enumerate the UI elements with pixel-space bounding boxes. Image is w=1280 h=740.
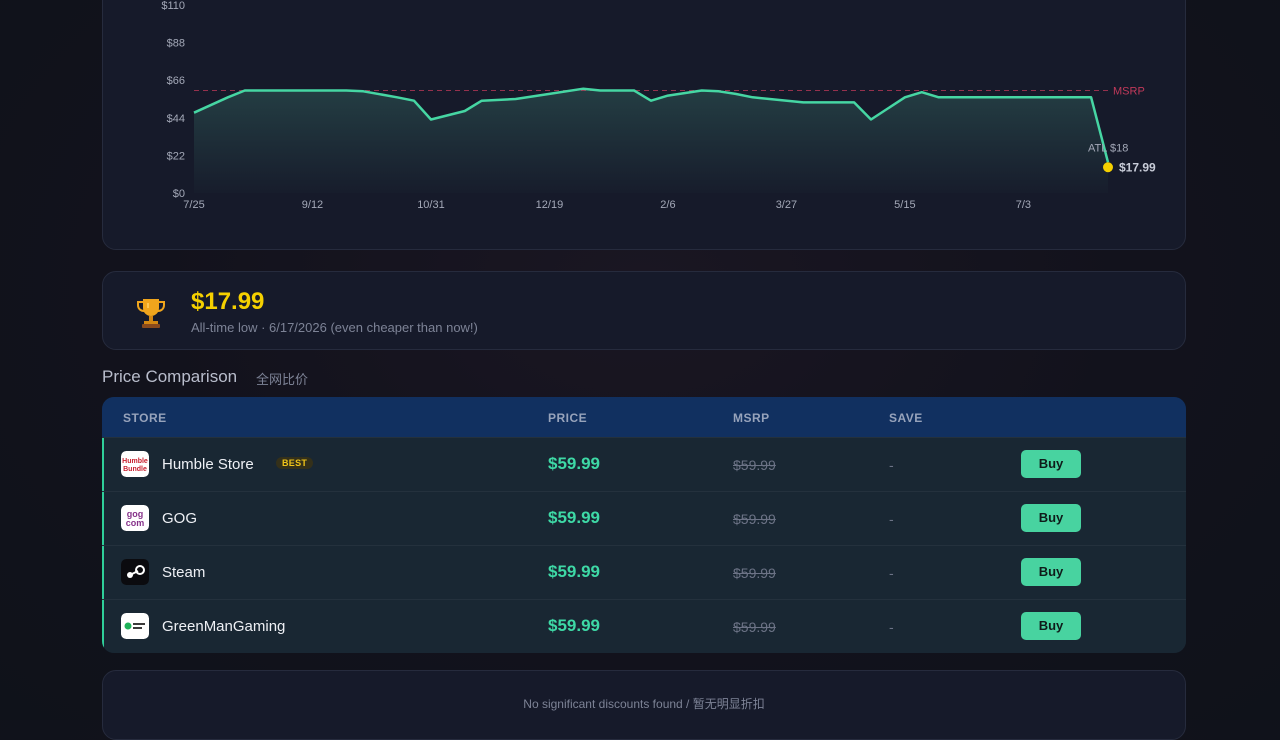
price-history-card: $0 $22 $44 $66 $88 $110 7/25 9/12 10/31 12/19 2/6… [102,0,1186,250]
humble-bundle-logo: Humble Bundle [121,451,149,477]
trophy-icon [133,294,169,330]
section-title: Price Comparison [102,367,237,387]
price-area [194,89,1108,193]
table-row: Humble Bundle Humble Store BEST $59.99 $… [102,437,1186,491]
header-store: STORE [123,411,167,425]
x-tick-label: 12/19 [536,199,564,211]
gog-logo: gog com [121,505,149,531]
store-price: $59.99 [548,454,600,474]
atl-subtitle: All-time low · 6/17/2026 (even cheaper t… [191,320,478,335]
y-tick-label: $88 [167,38,185,50]
y-tick-label: $22 [167,150,185,162]
y-tick-label: $44 [167,113,185,125]
table-row: GreenManGaming $59.99 $59.99 - Buy [102,599,1186,653]
store-msrp: $59.99 [733,565,776,581]
header-price: PRICE [548,411,587,425]
no-discounts-message: No significant discounts found / 暂无明显折扣 [103,695,1185,712]
atl-price: $17.99 [191,288,264,316]
x-tick-label: 2/6 [660,199,675,211]
msrp-label: MSRP [1113,85,1145,97]
store-save: - [889,619,894,635]
section-subtitle: 全网比价 [256,369,308,388]
x-tick-label: 5/15 [894,199,915,211]
store-msrp: $59.99 [733,457,776,473]
buy-button[interactable]: Buy [1021,504,1081,532]
buy-button[interactable]: Buy [1021,558,1081,586]
table-row: gog com GOG $59.99 $59.99 - Buy [102,491,1186,545]
no-discounts-card: No significant discounts found / 暂无明显折扣 [102,670,1186,740]
y-tick-label: $110 [161,0,185,12]
x-tick-label: 9/12 [302,199,323,211]
header-save: SAVE [889,411,923,425]
buy-button[interactable]: Buy [1021,612,1081,640]
store-name: GOG [162,510,197,527]
all-time-low-card: $17.99 All-time low · 6/17/2026 (even ch… [102,271,1186,350]
x-tick-label: 3/27 [776,199,797,211]
store-name: GreenManGaming [162,618,285,635]
svg-text:com: com [126,518,145,528]
buy-button[interactable]: Buy [1021,450,1081,478]
header-msrp: MSRP [733,411,770,425]
store-msrp: $59.99 [733,619,776,635]
store-save: - [889,457,894,473]
x-tick-label: 7/3 [1016,199,1031,211]
price-comparison-table: STORE PRICE MSRP SAVE Humble Bundle Humb… [102,397,1186,653]
table-header: STORE PRICE MSRP SAVE [102,397,1186,437]
store-msrp: $59.99 [733,511,776,527]
price-history-chart: $0$22$44$66$88$110 7/25 9/12 10/31 12/19 2/6… [103,0,1187,251]
store-name: Steam [162,564,205,581]
greenmangaming-logo [121,613,149,639]
atl-annotation: ATL $18 [1088,142,1128,154]
x-tick-label: 7/25 [183,199,204,211]
best-badge: BEST [276,457,313,469]
store-name: Humble Store [162,456,254,473]
current-price-marker [1103,162,1113,172]
store-save: - [889,511,894,527]
store-price: $59.99 [548,508,600,528]
x-tick-label: 10/31 [417,199,445,211]
svg-text:Humble: Humble [122,458,148,465]
store-save: - [889,565,894,581]
store-price: $59.99 [548,616,600,636]
store-price: $59.99 [548,562,600,582]
steam-logo [121,559,149,585]
current-price-label: $17.99 [1119,160,1156,174]
table-row: Steam $59.99 $59.99 - Buy [102,545,1186,599]
y-tick-label: $66 [167,75,185,87]
svg-text:Bundle: Bundle [123,466,147,473]
